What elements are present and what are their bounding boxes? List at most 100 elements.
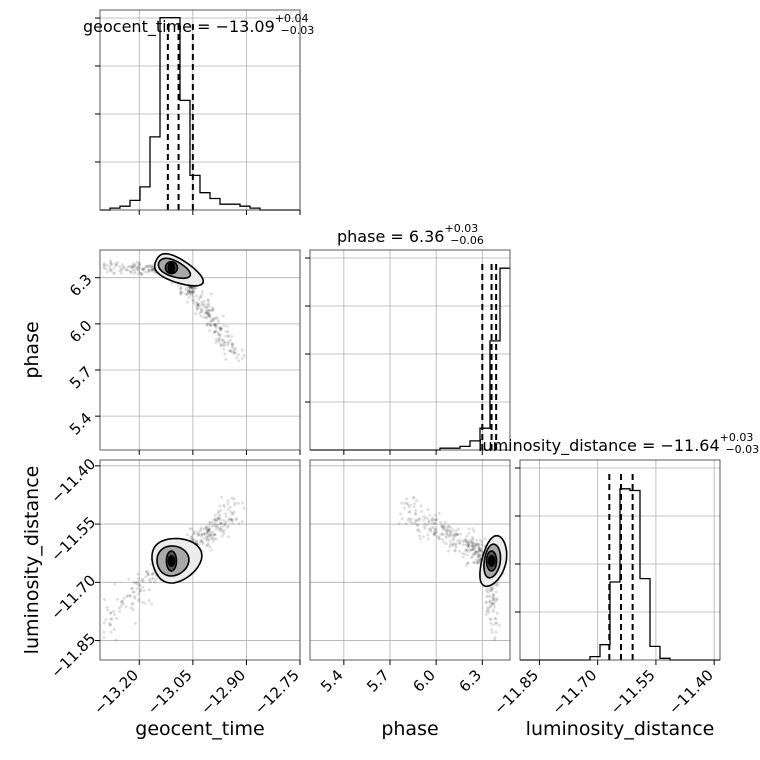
sample-point (206, 312, 210, 316)
sample-point (197, 302, 201, 306)
sample-point (448, 542, 452, 546)
sample-point (200, 538, 204, 542)
sample-point (192, 295, 196, 299)
sample-point (465, 534, 469, 538)
sample-point (206, 530, 210, 534)
sample-point (179, 292, 183, 296)
sample-point (439, 532, 443, 536)
sample-point (154, 578, 158, 582)
sample-point (202, 532, 206, 536)
sample-point (475, 542, 479, 546)
sample-point (425, 523, 429, 527)
sample-point (430, 521, 434, 525)
sample-point (237, 359, 241, 363)
sample-point (198, 529, 202, 533)
sample-point (456, 533, 460, 537)
sample-point (213, 513, 217, 517)
sample-point (448, 530, 452, 534)
sample-point (150, 268, 154, 272)
sample-point (141, 577, 145, 581)
sample-point (220, 327, 224, 331)
sample-point (407, 510, 411, 514)
sample-point (150, 265, 154, 269)
sample-point (147, 265, 151, 269)
sample-point (205, 537, 209, 541)
sample-point (208, 527, 211, 531)
sample-point (122, 265, 126, 269)
sample-point (453, 548, 457, 552)
sample-point (426, 537, 430, 541)
sample-point (430, 526, 434, 530)
sample-point (102, 636, 106, 640)
sample-point (188, 290, 192, 294)
sample-point (214, 523, 218, 527)
sample-point (466, 542, 470, 546)
sample-point (464, 543, 468, 547)
sample-point (413, 521, 417, 525)
sample-point (220, 534, 224, 538)
sample-point (208, 527, 212, 531)
sample-point (454, 543, 457, 547)
sample-point (213, 521, 217, 525)
sample-point (133, 264, 137, 268)
sample-point (113, 612, 117, 616)
sample-point (197, 297, 201, 301)
sample-point (494, 630, 498, 634)
sample-point (219, 326, 223, 330)
sample-point (199, 295, 203, 299)
sample-point (217, 509, 221, 513)
sample-point (133, 621, 137, 625)
sample-point (433, 521, 437, 525)
sample-point (406, 503, 410, 507)
sample-point (147, 267, 151, 271)
sample-point (417, 516, 421, 520)
sample-point (397, 522, 401, 526)
sample-point (433, 531, 437, 534)
sample-point (400, 517, 404, 521)
sample-point (216, 523, 220, 527)
sample-point (187, 296, 191, 299)
sample-point (432, 525, 436, 529)
sample-point (429, 528, 433, 532)
sample-point (488, 588, 491, 592)
sample-point (216, 332, 220, 336)
sample-point (453, 535, 457, 538)
sample-point (108, 621, 112, 625)
sample-point (474, 550, 478, 554)
sample-point (471, 536, 474, 539)
sample-point (226, 499, 230, 503)
sample-point (208, 329, 212, 333)
sample-point (199, 295, 203, 299)
sample-point (207, 529, 211, 533)
sample-point (217, 527, 221, 531)
sample-point (176, 284, 180, 288)
sample-point (208, 522, 212, 526)
sample-point (192, 529, 196, 533)
sample-point (226, 524, 230, 528)
sample-point (231, 512, 234, 516)
sample-point (448, 532, 452, 536)
sample-point (147, 578, 151, 581)
sample-point (190, 291, 194, 295)
sample-point (207, 308, 211, 312)
sample-point (445, 529, 449, 533)
sample-point (466, 543, 470, 547)
sample-point (494, 621, 498, 625)
sample-point (193, 287, 197, 291)
sample-point (132, 270, 136, 273)
sample-point (412, 505, 416, 509)
sample-point (109, 611, 112, 615)
sample-point (442, 525, 446, 529)
sample-point (488, 617, 492, 621)
sample-point (232, 497, 236, 501)
sample-point (493, 605, 497, 609)
sample-point (217, 337, 221, 340)
sample-point (207, 528, 211, 532)
sample-point (216, 516, 220, 520)
sample-point (110, 617, 114, 621)
sample-point (189, 286, 193, 289)
sample-point (201, 540, 204, 544)
sample-point (208, 545, 212, 549)
sample-point (427, 520, 431, 524)
